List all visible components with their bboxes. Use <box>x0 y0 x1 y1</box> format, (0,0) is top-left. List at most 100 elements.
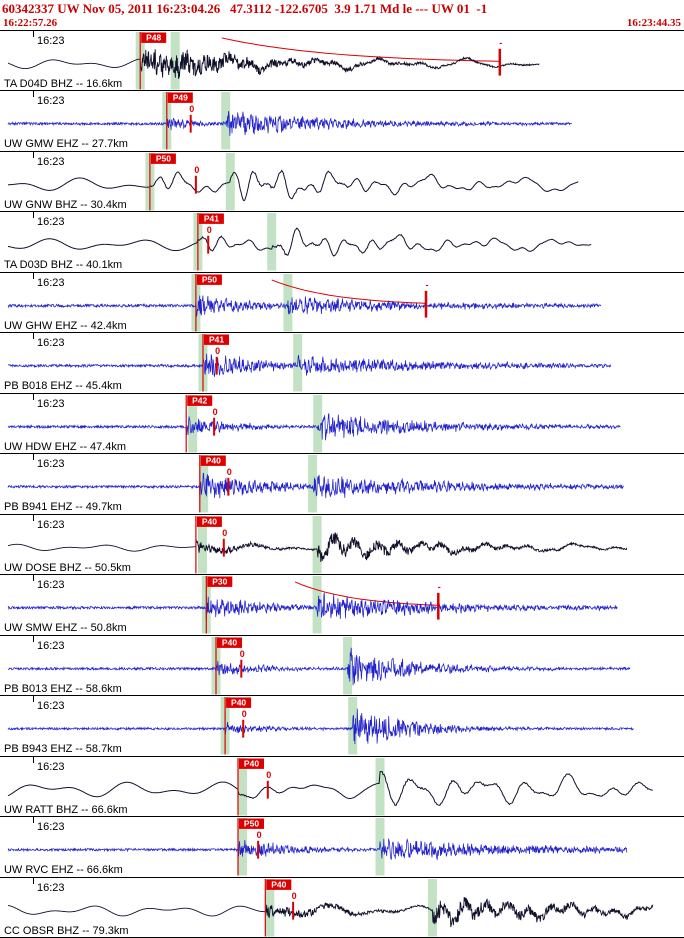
p-pick-flag[interactable] <box>141 32 167 43</box>
p-pick-flag[interactable] <box>239 758 264 769</box>
trace-row-HDW[interactable]: P42 0 16:23 UW HDW EHZ -- 47.4km <box>0 393 684 455</box>
p-pick-flag[interactable] <box>200 455 226 467</box>
p-pick-flag-label: P41 <box>204 214 219 224</box>
p-pick-flag[interactable] <box>150 153 176 164</box>
marker-label: 0 <box>266 769 271 779</box>
arrival-window-band <box>308 455 318 513</box>
trace-canvas-OBSR[interactable]: P40 0 16:23 CC OBSR BHZ -- 79.3km <box>0 877 684 937</box>
marker-label: 0 <box>257 830 262 840</box>
trace-row-GHW[interactable]: P50 - 16:23 UW GHW EHZ -- 42.4km <box>0 272 684 334</box>
p-pick-flag-label: P40 <box>222 637 237 647</box>
marker-label: 0 <box>194 165 199 175</box>
time-label: 16:23 <box>37 35 64 47</box>
trace-row-B018[interactable]: P41 0 16:23 PB B018 EHZ -- 45.4km <box>0 333 684 394</box>
marker-label: 0 <box>242 709 247 719</box>
time-label: 16:23 <box>37 458 64 470</box>
waveform <box>7 708 634 745</box>
trace-row-GNW[interactable]: P50 0 16:23 UW GNW BHZ -- 30.4km <box>0 151 684 213</box>
trace-row-OBSR[interactable]: P40 0 16:23 CC OBSR BHZ -- 79.3km <box>0 877 684 938</box>
time-label: 16:23 <box>37 156 64 168</box>
arrival-window-band <box>170 31 180 90</box>
trace-canvas-HDW[interactable]: P42 0 16:23 UW HDW EHZ -- 47.4km <box>0 393 684 453</box>
trace-canvas-GHW[interactable]: P50 - 16:23 UW GHW EHZ -- 42.4km <box>0 272 684 332</box>
trace-row-GMW[interactable]: P49 0 16:23 UW GMW EHZ -- 27.7km <box>0 91 684 152</box>
waveform <box>7 473 624 499</box>
station-label: UW SMW EHZ -- 50.8km <box>4 622 127 634</box>
station-label: PB B013 EHZ -- 58.6km <box>4 683 122 695</box>
trace-canvas-D04D[interactable]: P48 - 16:23 TA D04D BHZ -- 16.6km <box>0 31 684 90</box>
p-pick-flag-label: P50 <box>244 819 259 829</box>
waveform <box>7 49 540 79</box>
marker-label: 0 <box>189 104 194 114</box>
waveform <box>8 169 579 202</box>
station-label: PB B943 EHZ -- 58.7km <box>4 743 122 755</box>
p-pick-flag[interactable] <box>217 637 242 648</box>
trace-canvas-DOSE[interactable]: P40 0 16:23 UW DOSE BHZ -- 50.5km <box>0 514 684 574</box>
time-label: 16:23 <box>37 640 64 652</box>
arrival-window-band <box>221 92 231 150</box>
waveform <box>7 295 602 317</box>
p-pick-flag[interactable] <box>196 516 222 527</box>
arrival-window-band <box>199 455 209 513</box>
trace-row-DOSE[interactable]: P40 0 16:23 UW DOSE BHZ -- 50.5km <box>0 514 684 576</box>
event-header: 60342337 UW Nov 05, 2011 16:23:04.26 47.… <box>2 1 488 16</box>
p-pick-flag-label: P49 <box>173 93 188 103</box>
trace-row-SMW[interactable]: P30 - 16:23 UW SMW EHZ -- 50.8km <box>0 575 684 636</box>
p-pick-flag[interactable] <box>239 818 264 829</box>
window-start-time: 16:22:57.26 <box>3 17 58 29</box>
trace-row-RVC[interactable]: P50 0 16:23 UW RVC EHZ -- 66.6km <box>0 817 684 878</box>
time-label: 16:23 <box>37 579 64 591</box>
p-pick-flag-label: P40 <box>271 879 286 889</box>
time-label: 16:23 <box>37 216 64 228</box>
p-pick-flag[interactable] <box>266 879 292 890</box>
p-pick-flag[interactable] <box>187 395 213 406</box>
marker-label: 0 <box>207 225 212 235</box>
station-label: CC OBSR BHZ -- 79.3km <box>4 925 129 937</box>
time-label: 16:23 <box>37 337 64 349</box>
trace-row-RATT[interactable]: P40 0 16:23 UW RATT BHZ -- 66.6km <box>0 756 684 818</box>
trace-row-B013[interactable]: P40 0 16:23 PB B013 EHZ -- 58.6km <box>0 635 684 697</box>
trace-row-B943[interactable]: P40 0 16:23 PB B943 EHZ -- 58.7km <box>0 696 684 757</box>
p-pick-flag[interactable] <box>226 697 252 709</box>
p-pick-flag[interactable] <box>207 576 233 588</box>
trace-row-D04D[interactable]: P48 - 16:23 TA D04D BHZ -- 16.6km <box>0 31 684 92</box>
arrival-window-band <box>427 878 437 937</box>
trace-canvas-B941[interactable]: P40 0 16:23 PB B941 EHZ -- 49.7km <box>0 454 684 513</box>
arrival-window-band <box>343 636 353 695</box>
p-pick-flag-label: P40 <box>206 456 221 466</box>
waveform <box>7 413 621 441</box>
trace-row-B941[interactable]: P40 0 16:23 PB B941 EHZ -- 49.7km <box>0 454 684 515</box>
arrival-window-band <box>238 818 248 876</box>
marker-label: - <box>499 38 502 48</box>
station-label: UW GMW EHZ -- 27.7km <box>4 139 128 151</box>
time-label: 16:23 <box>37 700 64 712</box>
waveform <box>7 354 611 378</box>
trace-canvas-RATT[interactable]: P40 0 16:23 UW RATT BHZ -- 66.6km <box>0 756 684 816</box>
arrival-window-band <box>313 394 323 453</box>
arrival-window-band <box>267 213 277 271</box>
window-end-time: 16:23:44.35 <box>626 17 681 29</box>
p-pick-flag[interactable] <box>198 213 224 225</box>
arrival-window-band <box>312 515 322 574</box>
time-label: 16:23 <box>37 277 64 289</box>
trace-row-D03D[interactable]: P41 0 16:23 TA D03D BHZ -- 40.1km <box>0 212 684 273</box>
marker-label: 0 <box>222 528 227 538</box>
p-pick-flag[interactable] <box>167 92 193 104</box>
p-pick-flag[interactable] <box>204 334 229 346</box>
trace-canvas-GNW[interactable]: P50 0 16:23 UW GNW BHZ -- 30.4km <box>0 151 684 211</box>
waveform <box>7 592 618 621</box>
p-pick-flag[interactable] <box>196 274 222 285</box>
p-pick-flag-label: P41 <box>209 335 224 345</box>
trace-canvas-SMW[interactable]: P30 - 16:23 UW SMW EHZ -- 50.8km <box>0 575 684 634</box>
time-label: 16:23 <box>37 95 64 107</box>
marker-label: 0 <box>240 649 245 659</box>
station-label: UW GNW BHZ -- 30.4km <box>4 199 127 211</box>
coda-decay-curve <box>294 581 439 607</box>
p-pick-flag-label: P48 <box>146 32 161 42</box>
